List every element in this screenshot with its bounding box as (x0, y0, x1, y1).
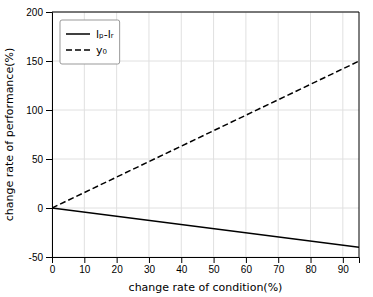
tick-label: 10 (79, 264, 91, 275)
frame-top (52, 12, 359, 13)
legend-swatch (66, 33, 90, 35)
tick-label: 90 (338, 264, 350, 275)
grid (52, 12, 359, 257)
tick-mark (84, 257, 85, 263)
y-axis-title: change rate of performance(%) (3, 48, 16, 221)
grid-line-x (245, 12, 246, 257)
tick: 80 (305, 257, 317, 275)
tick-mark (246, 257, 247, 263)
tick-label: 80 (305, 264, 317, 275)
grid-line-x (213, 12, 214, 257)
tick-label: 40 (176, 264, 188, 275)
tick: 70 (273, 257, 285, 275)
tick: 60 (241, 257, 253, 275)
tick-label: 50 (32, 154, 44, 165)
x-axis: 0 10 20 30 40 50 60 70 80 90 (50, 257, 360, 275)
tick: 40 (176, 257, 188, 275)
y-axis: -50 0 50 100 150 200 (26, 7, 52, 263)
tick: 10 (79, 257, 91, 275)
x-axis-title: change rate of condition(%) (129, 281, 283, 294)
tick-label: 20 (112, 264, 124, 275)
tick-label: 70 (273, 264, 285, 275)
tick-label: -50 (29, 252, 44, 263)
legend-label: lₚ-lᵣ (96, 28, 114, 41)
grid-line-x (278, 12, 279, 257)
grid-line-x (342, 12, 343, 257)
tick-mark (117, 257, 118, 263)
tick-mark (278, 257, 279, 263)
tick: 0 (50, 257, 56, 275)
tick-mark (181, 257, 182, 263)
line (52, 208, 359, 247)
grid-line-y (52, 208, 359, 209)
tick-label: 30 (144, 264, 156, 275)
axis-line (53, 258, 360, 264)
tick-mark (149, 257, 150, 263)
tick-mark (46, 110, 52, 111)
tick: 50 (209, 257, 221, 275)
axis-line (46, 13, 53, 258)
grid-line-y (52, 12, 359, 13)
tick-label: 50 (209, 264, 221, 275)
legend: lₚ-lᵣ y₀ (60, 20, 120, 64)
tick: 200 (26, 7, 52, 18)
tick-label: 150 (26, 56, 43, 67)
tick: 50 (32, 154, 52, 165)
legend-label: y₀ (96, 44, 108, 57)
grid-line-y (52, 159, 359, 160)
grid-line-y (52, 110, 359, 111)
legend-swatch (66, 49, 90, 51)
grid-line-x (181, 12, 182, 257)
tick-mark (46, 12, 52, 13)
tick-mark (46, 159, 52, 160)
tick: 150 (26, 56, 52, 67)
frame-right (359, 12, 360, 257)
legend-item: lₚ-lᵣ (66, 28, 114, 41)
tick: -50 (29, 252, 52, 263)
line (52, 61, 359, 208)
tick-label: 0 (50, 264, 56, 275)
tick-mark (46, 257, 52, 258)
tick-label: 100 (26, 105, 43, 116)
tick: 20 (112, 257, 124, 275)
tick-label: 200 (26, 7, 43, 18)
tick-mark (46, 61, 52, 62)
tick-mark (311, 257, 312, 263)
tick-mark (343, 257, 344, 263)
tick: 0 (37, 203, 52, 214)
tick-mark (214, 257, 215, 263)
tick-label: 60 (241, 264, 253, 275)
tick: 90 (338, 257, 350, 275)
tick-label: 0 (37, 203, 43, 214)
legend-box (60, 20, 120, 64)
lines (52, 61, 359, 247)
legend-item: y₀ (66, 44, 108, 57)
tick-mark (46, 208, 52, 209)
tick: 30 (144, 257, 156, 275)
grid-line-x (310, 12, 311, 257)
tick: 100 (26, 105, 52, 116)
plot: 0 10 20 30 40 50 60 70 80 90 -50 0 50 100 150 200 lₚ-lᵣ y… (26, 7, 359, 275)
chart: 0 10 20 30 40 50 60 70 80 90 -50 0 50 100 150 200 lₚ-lᵣ y… (0, 0, 373, 297)
